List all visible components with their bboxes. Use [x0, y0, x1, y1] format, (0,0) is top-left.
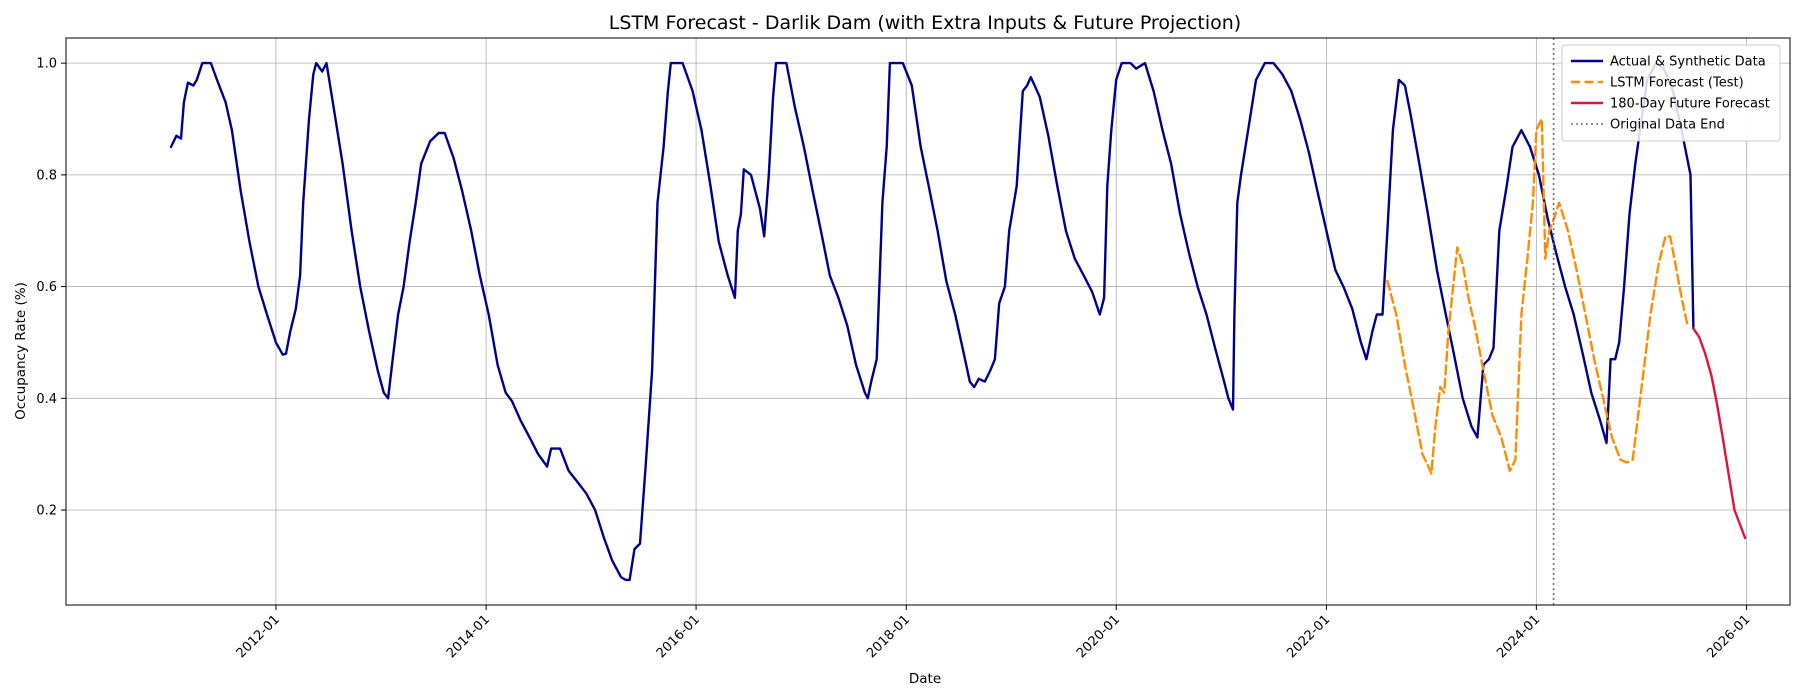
- x-tick-label: 2024-01: [1494, 612, 1543, 661]
- y-tick-label: 0.6: [36, 280, 57, 295]
- series-line-lstm-forecast-test: [1386, 117, 1689, 475]
- x-tick-label: 2014-01: [444, 612, 493, 661]
- x-tick-label: 2012-01: [234, 612, 283, 661]
- y-tick-label: 1.0: [36, 57, 57, 72]
- grid-layer: [66, 38, 1790, 605]
- legend: Actual & Synthetic Data LSTM Forecast (Te…: [1561, 44, 1781, 142]
- chart-title: LSTM Forecast - Darlik Dam (with Extra I…: [609, 12, 1241, 34]
- x-tick-label: 2026-01: [1704, 612, 1753, 661]
- series-line-actual-synthetic-data: [169, 61, 1695, 582]
- axes-layer: 0.2 0.4 0.6 0.8 1.0 2012-01 2014-01 2016-01 2018…: [36, 37, 1791, 661]
- x-tick-label: 2018-01: [864, 612, 913, 661]
- y-tick-label: 0.4: [36, 392, 57, 407]
- x-tick-label: 2022-01: [1284, 612, 1333, 661]
- series-line-180-day-future-forecast: [1692, 327, 1747, 540]
- x-tick-label: 2020-01: [1074, 612, 1123, 661]
- plot-frame: [65, 37, 1791, 606]
- x-axis-title: Date: [909, 671, 941, 687]
- legend-label: 180-Day Future Forecast: [1610, 97, 1770, 112]
- legend-label: Actual & Synthetic Data: [1610, 55, 1766, 70]
- series-layer: [169, 38, 1747, 605]
- legend-box: [1561, 44, 1781, 142]
- y-tick-label: 0.8: [36, 168, 57, 183]
- x-tick-label: 2016-01: [654, 612, 703, 661]
- y-tick-label: 0.2: [36, 504, 57, 519]
- legend-label: LSTM Forecast (Test): [1610, 76, 1744, 91]
- y-axis-title: Occupancy Rate (%): [13, 282, 29, 420]
- legend-label: Original Data End: [1610, 118, 1725, 133]
